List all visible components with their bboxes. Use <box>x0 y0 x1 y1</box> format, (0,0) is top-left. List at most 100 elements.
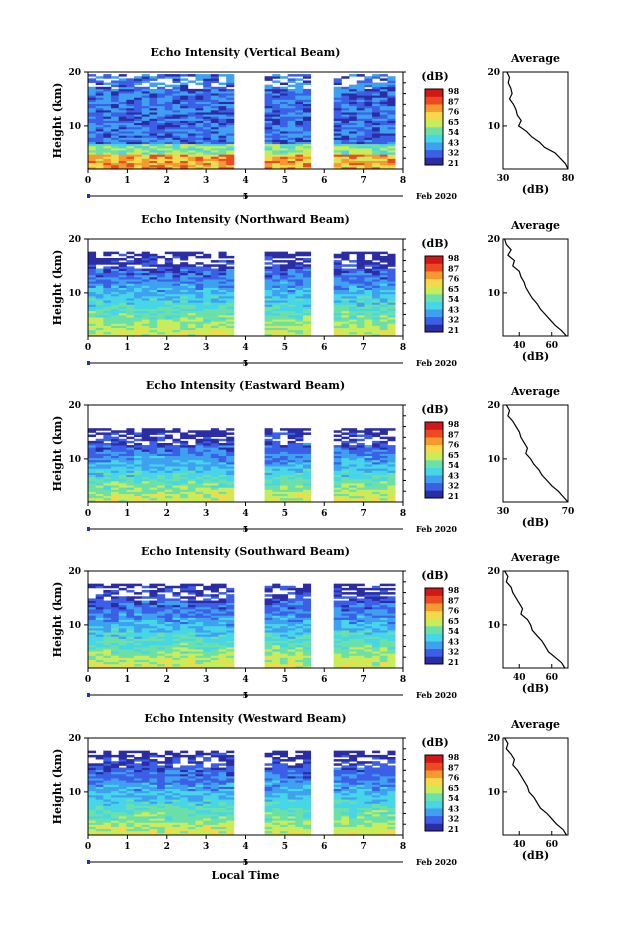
heatmap-cell <box>157 455 166 459</box>
heatmap-cell <box>356 164 365 168</box>
heatmap-cell <box>187 80 196 83</box>
heatmap-cell <box>187 634 196 637</box>
heatmap-cell <box>218 145 227 149</box>
heatmap-cell <box>210 101 219 105</box>
heatmap-cell <box>126 147 135 151</box>
heatmap-cell <box>180 143 189 147</box>
heatmap-cell <box>372 453 381 457</box>
heatmap-cell <box>180 147 189 151</box>
heatmap-cell <box>103 602 112 606</box>
heatmap-cell <box>164 632 173 635</box>
heatmap-cell <box>356 497 365 501</box>
heatmap-cell <box>356 630 365 633</box>
heatmap-cell <box>203 90 212 94</box>
heatmap-cell <box>279 625 289 629</box>
heatmap-cell <box>333 655 342 658</box>
heatmap-cell <box>88 272 97 276</box>
heatmap-cell <box>287 93 296 96</box>
heatmap-cell <box>203 447 212 450</box>
heatmap-cell <box>172 329 181 333</box>
colorbar-swatch <box>425 460 443 468</box>
heatmap-cell <box>195 611 204 614</box>
heatmap-cell <box>187 655 196 658</box>
heatmap-cell <box>95 124 104 128</box>
heatmap-cell <box>379 107 388 111</box>
heatmap-cell <box>126 646 135 650</box>
heatmap-cell <box>172 274 181 278</box>
heatmap-cell <box>341 497 350 501</box>
heatmap-cell <box>279 154 289 157</box>
heatmap-cell <box>372 257 381 261</box>
heatmap-cell <box>364 308 373 312</box>
heatmap-cell <box>226 474 235 478</box>
heatmap-cell <box>279 264 289 267</box>
heatmap-cell <box>203 291 212 295</box>
heatmap-cell <box>95 88 104 92</box>
heatmap-cell <box>118 298 127 301</box>
heatmap-cell <box>379 312 388 316</box>
profile-frame <box>502 404 569 503</box>
heatmap-cell <box>364 251 373 255</box>
heatmap-cell <box>157 649 166 652</box>
heatmap-cell <box>134 274 143 278</box>
heatmap-cell <box>126 653 135 656</box>
heatmap-cell <box>195 139 204 142</box>
colorbar-swatch <box>425 437 443 446</box>
heatmap-cell <box>187 105 196 109</box>
heatmap-cell <box>272 627 281 631</box>
heatmap-cell <box>126 480 135 484</box>
heatmap-cell <box>103 122 112 126</box>
heatmap-cell <box>387 630 396 633</box>
heatmap-cell <box>379 655 388 658</box>
heatmap-cell <box>187 131 196 134</box>
heatmap-cell <box>118 279 127 282</box>
heatmap-cell <box>141 333 150 337</box>
heatmap-cell <box>111 95 120 98</box>
heatmap-cell <box>295 147 304 151</box>
heatmap-cell <box>88 158 97 161</box>
heatmap-cell <box>172 133 181 136</box>
heatmap-cell <box>356 478 365 482</box>
heatmap-cell <box>226 646 235 650</box>
heatmap-cell <box>111 114 120 117</box>
heatmap-cell <box>272 274 281 278</box>
heatmap-cell <box>372 150 381 153</box>
heatmap-cell <box>379 274 388 278</box>
heatmap-cell <box>364 160 373 164</box>
heatmap-cell <box>341 455 350 459</box>
heatmap-cell <box>387 333 396 337</box>
heatmap-cell <box>88 251 97 255</box>
heatmap-cell <box>295 611 304 614</box>
heatmap-cell <box>272 95 281 98</box>
heatmap-cell <box>364 655 373 658</box>
heatmap-cell <box>141 329 150 333</box>
heatmap-cell <box>111 295 120 299</box>
heatmap-cell <box>203 644 212 648</box>
heatmap-cell <box>387 270 396 274</box>
heatmap-cell <box>157 333 166 337</box>
heatmap-cell <box>272 90 281 94</box>
heatmap-cell <box>302 619 312 623</box>
heatmap-cell <box>372 457 381 461</box>
heatmap-cell <box>172 289 181 293</box>
heatmap-cell <box>210 124 219 128</box>
heatmap-cell <box>302 323 312 326</box>
heatmap-cell <box>103 495 112 499</box>
heatmap-cell <box>264 451 273 454</box>
heatmap-cell <box>387 636 396 639</box>
heatmap-cell <box>134 164 143 168</box>
heatmap-cell <box>141 156 150 159</box>
heatmap-cell <box>203 308 212 312</box>
heatmap-cell <box>149 268 158 272</box>
heatmap-cell <box>180 663 189 667</box>
heatmap-cell <box>272 636 281 639</box>
heatmap-cell <box>387 623 396 627</box>
heatmap-cell <box>172 485 181 488</box>
heatmap-cell <box>126 489 135 492</box>
heatmap-cell <box>195 455 204 459</box>
heatmap-cell <box>195 468 204 471</box>
x-tick-label: 2 <box>164 343 170 353</box>
heatmap-cell <box>333 158 342 161</box>
heatmap-cell <box>95 613 104 616</box>
heatmap-cell <box>134 491 143 494</box>
